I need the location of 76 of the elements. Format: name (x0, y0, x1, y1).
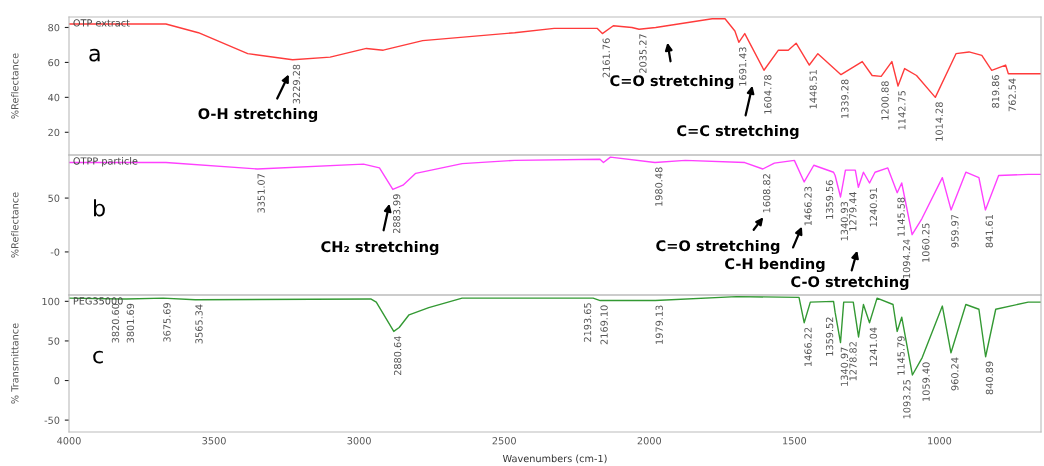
y-tick-label: 100 (42, 297, 60, 306)
annotation: 1980.48 (655, 167, 663, 206)
annotation: O-H stretching (198, 107, 318, 123)
annotation: 1340.93 (840, 201, 849, 241)
x-tick-label: 2500 (492, 437, 516, 445)
series-label: PEG35000 (73, 297, 123, 305)
annotation: 1339.28 (841, 79, 849, 118)
y-tick-label: -0 (50, 248, 60, 256)
annotation: 1466.23 (804, 186, 812, 226)
annotation: 2161.76 (602, 38, 610, 78)
annotation: 1604.78 (764, 75, 772, 114)
y-tick-label: -50 (44, 416, 60, 424)
y-tick-label: 50 (48, 337, 60, 345)
annotation: 762.54 (1008, 78, 1016, 112)
y-tick-label: 50 (48, 194, 60, 202)
annotation: 1448.51 (809, 70, 817, 109)
annotation: 960.24 (951, 357, 959, 391)
annotation: 2193.65 (583, 303, 592, 342)
annotation: 3565.34 (195, 304, 203, 344)
annotation: 3229.28 (292, 64, 301, 104)
annotation: 1340.97 (840, 347, 849, 386)
series-label: OTP extract (73, 19, 130, 27)
annotation: 1200.88 (881, 81, 889, 120)
annotation: 1278.82 (849, 342, 857, 381)
x-tick-label: 3500 (202, 437, 226, 445)
annotation: C=O stretching (610, 74, 734, 90)
annotation: 3351.07 (257, 174, 265, 213)
annotation: 1979.13 (655, 305, 663, 344)
annotation: 1060.25 (922, 223, 930, 262)
annotation: 1691.43 (739, 47, 747, 86)
annotation: 841.61 (985, 214, 993, 248)
x-tick-label: 3000 (347, 437, 371, 445)
annotation: 1279.44 (849, 192, 857, 231)
annotation: 3675.69 (163, 303, 171, 342)
annotation: b (94, 199, 105, 217)
annotation: 1145.79 (897, 336, 905, 375)
annotation: 1466.22 (804, 327, 812, 367)
annotation: 1608.82 (762, 174, 771, 213)
annotation: 1359.52 (825, 317, 834, 356)
y-tick-label: 60 (48, 58, 60, 67)
annotation: C-O stretching (791, 275, 909, 291)
annotation: C=C stretching (677, 124, 799, 140)
annotation: 2883.99 (392, 194, 401, 234)
x-tick-label: 1500 (783, 437, 807, 445)
annotation: 1014.28 (935, 102, 943, 141)
annotation: 840.89 (985, 361, 994, 395)
annotation: 1094.24 (902, 239, 911, 278)
annotation: 1359.56 (825, 180, 834, 219)
annotation: 1240.91 (869, 188, 878, 227)
annotation: 1145.58 (897, 197, 905, 236)
annotation: 2035.27 (639, 34, 647, 73)
annotation: 2169.10 (600, 305, 608, 345)
y-tick-label: 40 (48, 93, 60, 102)
x-tick-label: 4000 (57, 437, 81, 445)
y-axis-title: % Transmittance (10, 323, 19, 404)
annotation: 1241.04 (869, 327, 878, 367)
annotation: 3801.69 (126, 303, 135, 343)
annotation: C=O stretching (656, 239, 780, 255)
x-tick-label: 2000 (637, 437, 662, 445)
y-axis-title: %Reflectance (10, 192, 19, 258)
y-axis-title: %Reflectance (10, 53, 19, 119)
annotation: 819.86 (991, 75, 1000, 108)
annotation: 2880.64 (393, 336, 402, 376)
x-tick-label: 1000 (928, 437, 952, 445)
annotation: 1142.75 (898, 91, 906, 130)
annotation: c (93, 350, 103, 364)
y-tick-label: 20 (48, 128, 60, 137)
annotation: CH₂ stretching (321, 240, 439, 256)
annotation: 1059.40 (922, 362, 930, 401)
x-axis-title: Wavenumbers (cm-1) (502, 454, 607, 464)
annotation: C-H bending (725, 257, 825, 273)
annotation: 1093.25 (903, 380, 911, 419)
y-tick-label: 0 (54, 377, 60, 385)
annotation: 959.97 (951, 214, 959, 248)
annotation: a (89, 48, 100, 62)
y-tick-label: 80 (48, 23, 60, 32)
